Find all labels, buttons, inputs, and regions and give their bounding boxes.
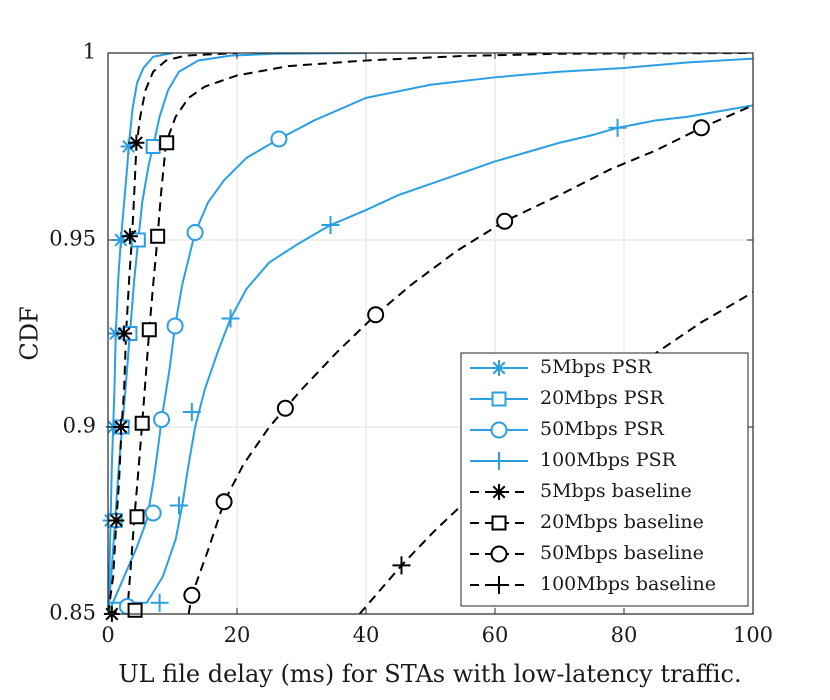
legend-label: 50Mbps PSR	[540, 418, 665, 440]
data-point-50mbps-baseline	[367, 306, 385, 324]
legend-item-5mbps-psr: 5Mbps PSR	[470, 356, 652, 378]
x-tick-label: 20	[224, 623, 251, 647]
x-axis-title: UL file delay (ms) for STAs with low-lat…	[118, 660, 741, 688]
data-point-100mbps-baseline	[392, 556, 411, 575]
series-line-100mbps-baseline	[358, 291, 753, 614]
grid	[108, 53, 753, 614]
data-point-100mbps-psr	[169, 496, 188, 515]
legend-label: 20Mbps baseline	[540, 511, 704, 533]
legend-label: 5Mbps baseline	[540, 480, 692, 502]
x-tick-label: 0	[101, 623, 114, 647]
data-point-5mbps-baseline	[121, 228, 138, 245]
data-point-50mbps-psr	[144, 504, 162, 522]
x-tick-label: 80	[611, 623, 638, 647]
legend: 5Mbps PSR 20Mbps PSR 50Mbps PSR 100Mbps PSR…	[460, 352, 749, 607]
legend-marker-asterisk	[491, 484, 507, 500]
legend-marker-asterisk	[491, 360, 507, 376]
legend-marker-square	[491, 391, 507, 407]
legend-label: 100Mbps baseline	[540, 573, 716, 595]
legend-item-5mbps-baseline: 5Mbps baseline	[470, 480, 692, 502]
data-point-20mbps-baseline	[134, 415, 150, 431]
legend-label: 50Mbps baseline	[540, 542, 704, 564]
plot-frame	[107, 52, 754, 615]
y-axis-title: CDF	[16, 306, 44, 360]
data-point-50mbps-baseline	[183, 586, 201, 604]
y-tick-label: 0.95	[49, 227, 96, 251]
ticks: 0 20 40 60 80 100 0.85 0.9 0.95 1	[49, 40, 773, 648]
data-point-100mbps-psr	[321, 216, 340, 235]
data-point-20mbps-baseline	[159, 135, 175, 151]
legend-item-20mbps-baseline: 20Mbps baseline	[470, 511, 704, 533]
data-point-50mbps-baseline	[276, 399, 294, 417]
data-point-50mbps-psr	[270, 130, 288, 148]
legend-marker-plus	[490, 576, 508, 594]
data-point-20mbps-baseline	[150, 228, 166, 244]
legend-item-50mbps-psr: 50Mbps PSR	[470, 418, 665, 440]
x-tick-label: 40	[353, 623, 380, 647]
legend-label: 5Mbps PSR	[540, 356, 652, 378]
data-point-50mbps-baseline	[692, 119, 710, 137]
data-point-5mbps-baseline	[116, 325, 133, 342]
series-line-20mbps-baseline	[108, 53, 753, 614]
data-point-20mbps-baseline	[129, 509, 145, 525]
data-point-5mbps-baseline	[128, 134, 145, 151]
y-tick-label: 0.85	[49, 601, 96, 625]
data-point-20mbps-baseline	[141, 322, 157, 338]
data-point-100mbps-psr	[221, 309, 240, 328]
data-point-5mbps-baseline	[112, 419, 129, 435]
legend-item-50mbps-baseline: 50Mbps baseline	[470, 542, 704, 564]
data-point-5mbps-baseline	[108, 512, 125, 529]
data-point-100mbps-psr	[182, 403, 201, 422]
legend-item-20mbps-psr: 20Mbps PSR	[470, 387, 665, 409]
legend-marker-square	[491, 515, 507, 531]
series-line-50mbps-psr	[108, 57, 753, 614]
data-point-50mbps-psr	[186, 224, 204, 242]
data-point-100mbps-psr	[608, 118, 627, 137]
legend-item-100mbps-baseline: 100Mbps baseline	[470, 573, 716, 595]
data-point-100mbps-psr	[150, 593, 169, 612]
y-tick-label: 1	[83, 40, 96, 64]
legend-marker-circle	[490, 545, 508, 563]
legend-label: 20Mbps PSR	[540, 387, 665, 409]
legend-marker-circle	[490, 421, 508, 439]
data-point-50mbps-psr	[153, 411, 171, 429]
y-tick-label: 0.9	[63, 414, 96, 438]
legend-item-100mbps-psr: 100Mbps PSR	[470, 449, 677, 471]
data-point-50mbps-psr	[166, 317, 184, 335]
x-tick-label: 100	[733, 623, 773, 647]
legend-label: 100Mbps PSR	[540, 449, 677, 471]
legend-marker-plus	[490, 452, 508, 470]
data-point-20mbps-psr	[145, 139, 161, 154]
x-tick-label: 60	[482, 623, 509, 647]
legend-box	[460, 352, 749, 607]
data-point-20mbps-baseline	[127, 602, 143, 618]
data-point-50mbps-baseline	[215, 493, 233, 511]
data-point-50mbps-baseline	[496, 212, 514, 230]
marker-group	[102, 118, 710, 622]
